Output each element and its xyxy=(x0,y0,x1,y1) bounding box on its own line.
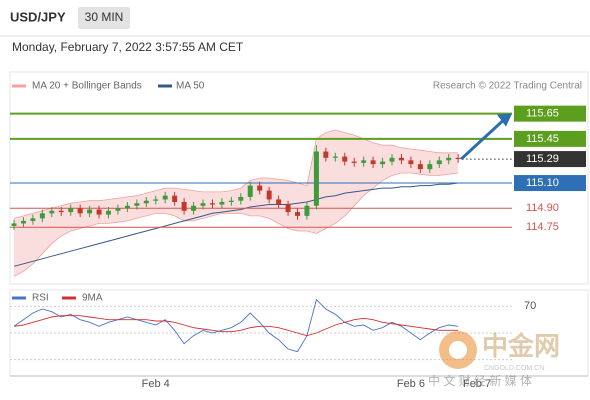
candle-body xyxy=(115,208,121,211)
candle-body xyxy=(30,218,36,221)
bollinger-upper xyxy=(13,129,459,219)
candle-body xyxy=(323,151,329,158)
candle-body xyxy=(351,161,357,163)
rsi-line xyxy=(13,298,459,353)
candle-body xyxy=(124,205,130,209)
x-tick-label: Feb 6 xyxy=(397,378,425,390)
candle-body xyxy=(380,161,386,165)
level-label: 115.65 xyxy=(526,108,559,120)
rsi-ma-line xyxy=(13,315,459,337)
level-box xyxy=(514,151,586,168)
legend-label: MA 20 + Bollinger Bands xyxy=(32,81,142,92)
watermark-logo-inner xyxy=(449,341,467,359)
legend-label: RSI xyxy=(32,293,49,304)
x-tick-label: Feb 4 xyxy=(142,378,170,390)
timeframe-box xyxy=(78,7,130,29)
watermark-site: CNGOLD.COM.CN xyxy=(484,365,544,372)
candle-body xyxy=(191,205,197,211)
candle-body xyxy=(172,195,178,202)
level-label: 115.10 xyxy=(526,177,559,189)
candle-body xyxy=(446,157,452,161)
watermark-brand: 中金网 xyxy=(482,331,560,361)
candle-body xyxy=(134,203,140,206)
forecast-arrow xyxy=(460,118,506,161)
level-label: 115.29 xyxy=(526,153,559,165)
candle-body xyxy=(143,200,149,204)
candle-body xyxy=(39,213,45,219)
candle-body xyxy=(342,156,348,162)
candle-body xyxy=(417,164,423,170)
price-frame xyxy=(9,71,589,285)
level-box xyxy=(514,175,586,192)
candle-body xyxy=(257,185,263,191)
level-label: 115.45 xyxy=(526,133,559,145)
candle-body xyxy=(106,210,111,215)
level-label: 114.90 xyxy=(526,202,559,214)
level-box xyxy=(514,105,586,122)
candle-body xyxy=(247,185,253,197)
candle-body xyxy=(313,151,319,206)
ma50-line xyxy=(13,182,459,267)
candle-body xyxy=(427,164,433,170)
candle-body xyxy=(96,209,102,215)
candle-body xyxy=(408,160,414,165)
watermark-tagline: 中 文 财 经 新 媒 体 xyxy=(428,373,532,388)
level-label: 114.75 xyxy=(526,221,559,233)
candle-body xyxy=(332,156,338,158)
candle-body xyxy=(276,199,282,205)
legend-label: MA 50 xyxy=(176,81,205,92)
symbol: USD/JPY xyxy=(10,9,66,24)
candle-body xyxy=(238,196,244,201)
legend-label: 9MA xyxy=(82,293,103,304)
candle-body xyxy=(398,157,404,161)
candle-body xyxy=(209,203,215,205)
candle-body xyxy=(77,208,83,214)
timestamp: Monday, February 7, 2022 3:57:55 AM CET xyxy=(12,40,244,54)
candle-body xyxy=(49,210,55,214)
candle-body xyxy=(58,210,64,213)
candle-body xyxy=(200,203,206,206)
candle-body xyxy=(153,199,159,201)
watermark: 中金网 CNGOLD.COM.CN中 文 财 经 新 媒 体 xyxy=(428,331,560,388)
candle-body xyxy=(285,204,291,213)
candle-body xyxy=(455,157,461,160)
candle-body xyxy=(20,220,26,224)
forecast-arrowhead xyxy=(497,113,512,127)
candle-body xyxy=(295,212,300,216)
x-tick-label: Feb 7 xyxy=(463,378,491,390)
candle-body xyxy=(304,205,310,216)
timeframe: 30 MIN xyxy=(85,10,124,24)
candle-body xyxy=(11,223,17,226)
bollinger-band xyxy=(14,130,459,277)
candle-body xyxy=(436,160,442,165)
candle-body xyxy=(162,195,168,200)
candle-body xyxy=(370,160,376,165)
credit: Research © 2022 Trading Central xyxy=(433,81,582,92)
candle-body xyxy=(87,209,93,214)
candle-body xyxy=(389,157,395,162)
candle-body xyxy=(181,201,187,211)
candle-body xyxy=(228,200,234,202)
level-box xyxy=(514,130,586,147)
bollinger-lower xyxy=(13,172,459,277)
candle-body xyxy=(266,190,272,200)
candle-body xyxy=(68,208,74,213)
y-tick-label: 70 xyxy=(524,300,536,312)
candle-body xyxy=(219,201,225,205)
candle-body xyxy=(361,160,367,163)
